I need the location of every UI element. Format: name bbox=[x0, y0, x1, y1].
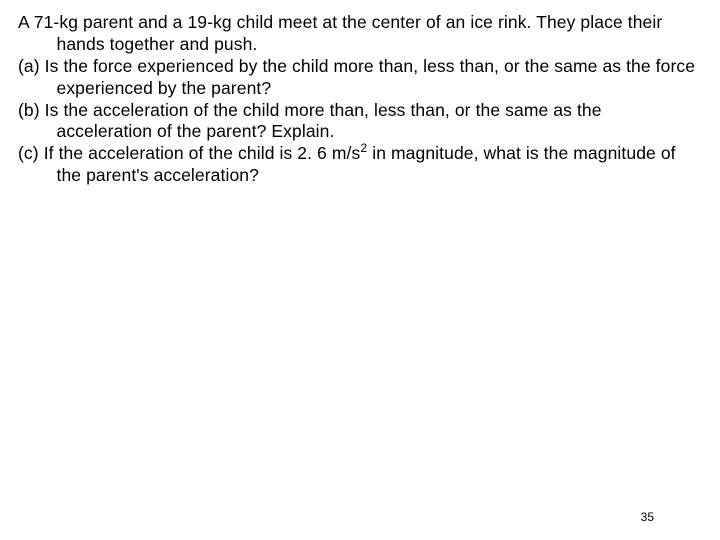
part-c-text-before: If the acceleration of the child is 2. 6… bbox=[44, 143, 361, 163]
page-number: 35 bbox=[641, 510, 654, 524]
slide: A 71-kg parent and a 19-kg child meet at… bbox=[0, 0, 720, 540]
problem-part-a: (a) Is the force experienced by the chil… bbox=[18, 56, 702, 100]
problem-part-c: (c) If the acceleration of the child is … bbox=[18, 143, 702, 187]
part-b-label: (b) bbox=[18, 100, 40, 120]
part-a-label: (a) bbox=[18, 56, 40, 76]
part-c-label: (c) bbox=[18, 143, 39, 163]
problem-intro: A 71-kg parent and a 19-kg child meet at… bbox=[18, 12, 702, 56]
part-b-text: Is the acceleration of the child more th… bbox=[45, 100, 602, 142]
problem-part-b: (b) Is the acceleration of the child mor… bbox=[18, 100, 702, 144]
problem-text: A 71-kg parent and a 19-kg child meet at… bbox=[18, 12, 702, 187]
part-a-text: Is the force experienced by the child mo… bbox=[45, 56, 695, 98]
